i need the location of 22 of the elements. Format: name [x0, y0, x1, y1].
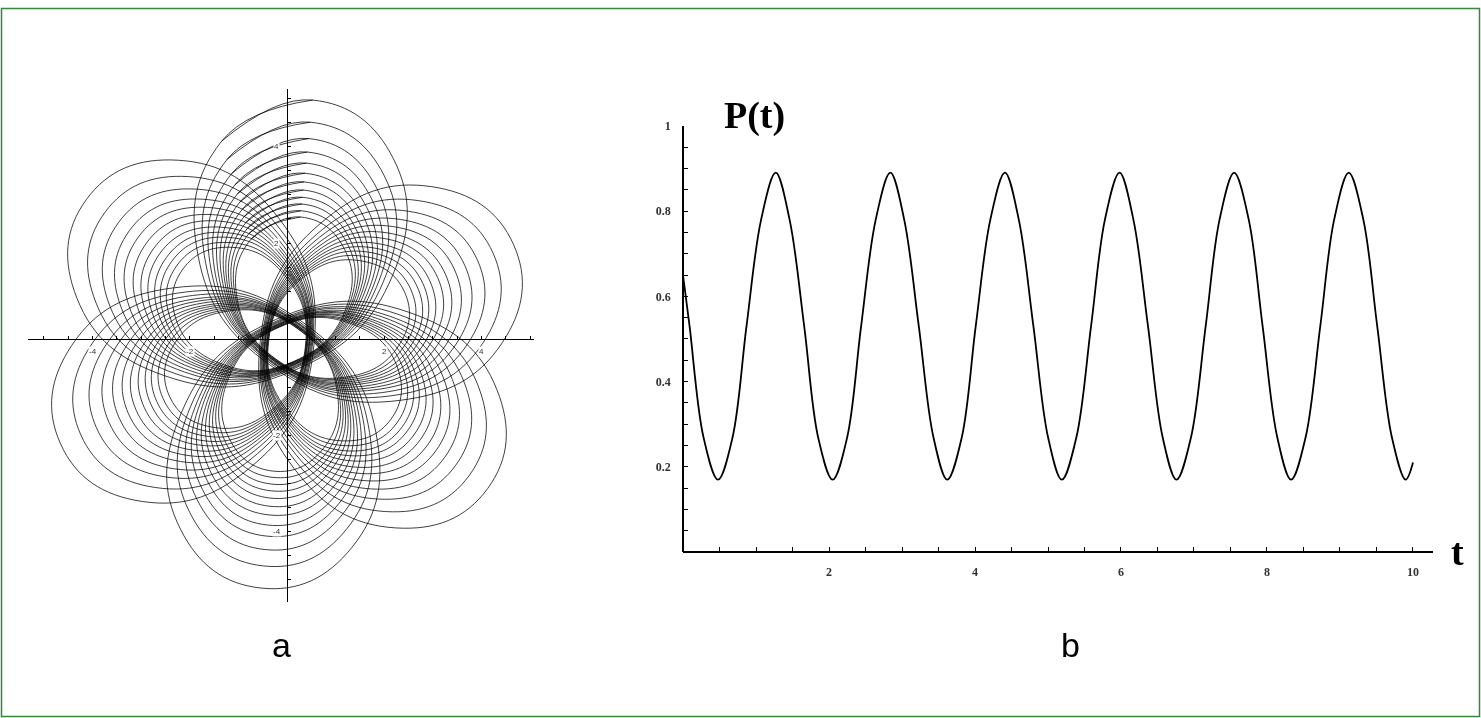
x-tick-label: 8: [1263, 565, 1270, 580]
y-tick-label: 0.6: [655, 289, 671, 304]
x-tick-label: 2: [826, 565, 832, 580]
text: b: [1061, 626, 1080, 664]
x-tick-label: 4: [972, 565, 978, 580]
text: a: [272, 626, 291, 664]
y-tick-label: 2: [274, 239, 279, 248]
y-tick-label: -4: [273, 527, 281, 536]
x-tick-label: 2: [382, 347, 387, 356]
x-tick-label: 6: [1117, 565, 1124, 580]
x-tick-label: 4: [479, 347, 484, 356]
y-tick-label: 0.2: [655, 460, 671, 475]
y-tick-label: -2: [273, 431, 281, 440]
x-tick-label: -2: [186, 347, 194, 356]
y-tick-label: 1: [664, 119, 671, 134]
y-tick-label: 0.4: [655, 374, 671, 389]
y-tick-label: 0.8: [655, 204, 671, 219]
y-axis-title: P(t): [724, 94, 786, 137]
x-tick-label: -4: [89, 347, 97, 356]
x-axis-title: t: [1451, 531, 1464, 573]
y-tick-label: 4: [274, 142, 279, 151]
x-tick-label: 10: [1406, 565, 1419, 580]
